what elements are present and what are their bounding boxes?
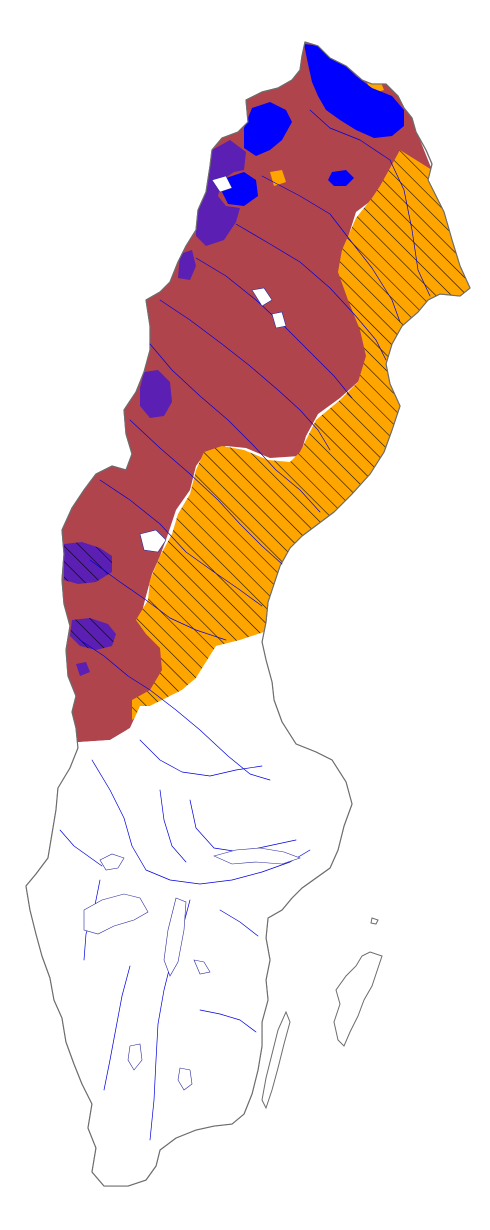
lake: [193, 959, 211, 975]
river: [159, 789, 187, 863]
lake-siljan: [99, 853, 125, 871]
zone-purple-region: [76, 662, 90, 676]
zone-hatched-area: [132, 150, 470, 720]
river: [103, 965, 131, 1091]
river: [261, 175, 401, 323]
lake: [127, 1043, 143, 1071]
river: [99, 479, 263, 607]
river: [219, 909, 259, 937]
river: [235, 223, 387, 361]
zone-hatched-area: [64, 542, 112, 584]
gotland-island: [333, 951, 383, 1047]
lake: [251, 287, 273, 307]
lake-storsjon: [139, 529, 167, 553]
zone-blue-region: [304, 44, 404, 138]
zone-blue-region: [244, 102, 292, 156]
river: [149, 343, 321, 513]
lake-malaren: [213, 847, 301, 865]
river: [59, 829, 103, 867]
river-network: [59, 109, 431, 1141]
sweden-coastline: [25, 41, 471, 1187]
river: [189, 799, 297, 853]
oland-island: [261, 1010, 291, 1110]
small-island: [370, 917, 379, 925]
river: [91, 759, 311, 885]
zone-purple-region: [140, 370, 172, 418]
lakes: [83, 175, 301, 1091]
river: [159, 299, 331, 451]
zone-blue-region: [328, 170, 354, 186]
lake-vattern: [163, 897, 187, 977]
zone-blue-region: [222, 172, 258, 206]
lake: [177, 1067, 193, 1091]
zone-purple-region: [178, 250, 196, 280]
lake-vanern: [83, 893, 149, 935]
river: [129, 419, 283, 565]
lake: [211, 175, 233, 193]
river: [309, 109, 431, 297]
zone-layer: [26, 42, 470, 1186]
river: [89, 559, 227, 641]
lake: [271, 311, 287, 329]
river: [139, 739, 263, 777]
river: [79, 639, 271, 781]
zone-hatched-area: [70, 618, 116, 650]
river: [199, 1009, 257, 1033]
